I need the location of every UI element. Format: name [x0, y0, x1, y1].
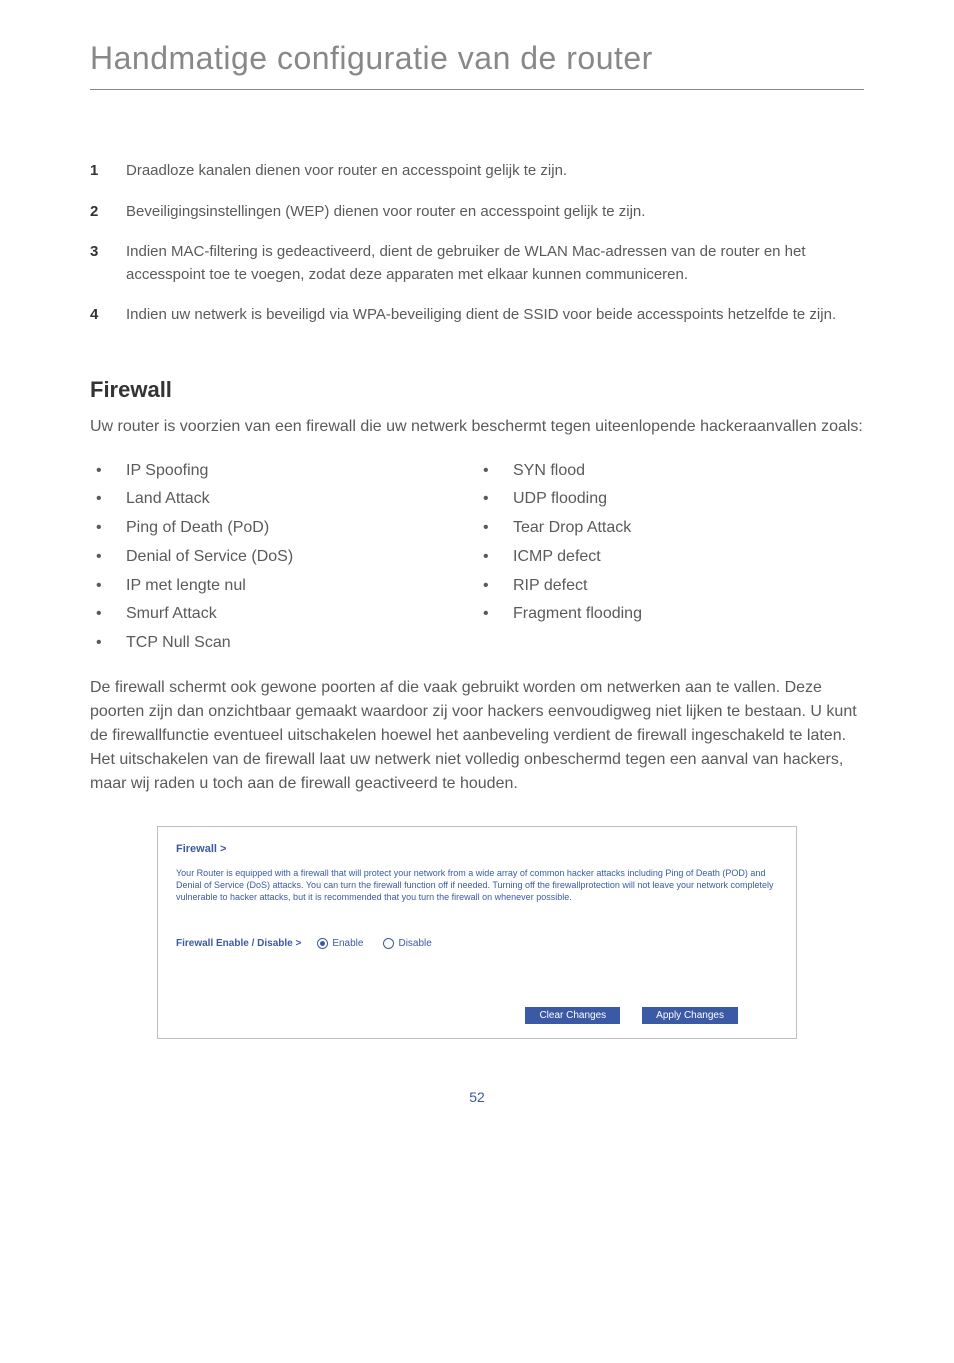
list-item-label: IP met lengte nul [126, 572, 246, 601]
bullet-dot: • [90, 572, 126, 601]
firewall-intro: Uw router is voorzien van een firewall d… [90, 415, 864, 439]
enable-radio[interactable] [317, 938, 328, 949]
page-number: 52 [90, 1089, 864, 1105]
item-number: 1 [90, 160, 126, 183]
bullet-dot: • [477, 600, 513, 629]
list-item: •IP met lengte nul [90, 572, 477, 601]
bullet-dot: • [90, 543, 126, 572]
bullet-dot: • [90, 629, 126, 658]
list-item-label: Ping of Death (PoD) [126, 514, 269, 543]
screenshot-buttons: Clear Changes Apply Changes [176, 1007, 778, 1024]
list-item-label: SYN flood [513, 457, 585, 486]
list-item-label: Denial of Service (DoS) [126, 543, 293, 572]
list-item: •Denial of Service (DoS) [90, 543, 477, 572]
bullet-dot: • [90, 514, 126, 543]
list-item-label: Smurf Attack [126, 600, 217, 629]
disable-radio-label: Disable [398, 938, 431, 949]
item-text: Indien uw netwerk is beveiligd via WPA-b… [126, 304, 836, 327]
page-title: Handmatige configuratie van de router [90, 40, 864, 90]
attack-list-right: •SYN flood •UDP flooding •Tear Drop Atta… [477, 457, 864, 659]
bullet-dot: • [90, 457, 126, 486]
list-item: •Smurf Attack [90, 600, 477, 629]
disable-radio[interactable] [383, 938, 394, 949]
list-item: •Land Attack [90, 485, 477, 514]
bullet-dot: • [90, 485, 126, 514]
list-item: •Ping of Death (PoD) [90, 514, 477, 543]
screenshot-title: Firewall > [176, 843, 778, 855]
item-number: 2 [90, 201, 126, 224]
numbered-item: 4 Indien uw netwerk is beveiligd via WPA… [90, 304, 864, 327]
list-item-label: Fragment flooding [513, 600, 642, 629]
list-item-label: UDP flooding [513, 485, 607, 514]
list-item-label: Land Attack [126, 485, 210, 514]
firewall-enable-label: Firewall Enable / Disable > [176, 938, 301, 949]
bullet-dot: • [477, 543, 513, 572]
bullet-dot: • [90, 600, 126, 629]
bullet-dot: • [477, 485, 513, 514]
enable-radio-group: Enable [317, 938, 383, 949]
list-item: •Fragment flooding [477, 600, 864, 629]
bullet-dot: • [477, 572, 513, 601]
list-item-label: RIP defect [513, 572, 587, 601]
list-item-label: TCP Null Scan [126, 629, 231, 658]
list-item-label: ICMP defect [513, 543, 601, 572]
list-item-label: Tear Drop Attack [513, 514, 631, 543]
disable-radio-group: Disable [383, 938, 451, 949]
attack-list-left: •IP Spoofing •Land Attack •Ping of Death… [90, 457, 477, 659]
firewall-body: De firewall schermt ook gewone poorten a… [90, 676, 864, 796]
list-item: •IP Spoofing [90, 457, 477, 486]
firewall-heading: Firewall [90, 377, 864, 403]
clear-changes-button[interactable]: Clear Changes [525, 1007, 620, 1024]
enable-radio-label: Enable [332, 938, 363, 949]
numbered-item: 2 Beveiligingsinstellingen (WEP) dienen … [90, 201, 864, 224]
bullet-dot: • [477, 514, 513, 543]
attack-list: •IP Spoofing •Land Attack •Ping of Death… [90, 457, 864, 659]
list-item-label: IP Spoofing [126, 457, 208, 486]
firewall-screenshot: Firewall > Your Router is equipped with … [157, 826, 797, 1038]
firewall-enable-row: Firewall Enable / Disable > Enable Disab… [176, 938, 778, 949]
item-text: Draadloze kanalen dienen voor router en … [126, 160, 567, 183]
numbered-list: 1 Draadloze kanalen dienen voor router e… [90, 160, 864, 327]
apply-changes-button[interactable]: Apply Changes [642, 1007, 738, 1024]
item-text: Indien MAC-filtering is gedeactiveerd, d… [126, 241, 864, 286]
bullet-dot: • [477, 457, 513, 486]
screenshot-paragraph: Your Router is equipped with a firewall … [176, 867, 778, 903]
list-item: •ICMP defect [477, 543, 864, 572]
list-item: •SYN flood [477, 457, 864, 486]
numbered-item: 1 Draadloze kanalen dienen voor router e… [90, 160, 864, 183]
item-number: 4 [90, 304, 126, 327]
numbered-item: 3 Indien MAC-filtering is gedeactiveerd,… [90, 241, 864, 286]
list-item: •RIP defect [477, 572, 864, 601]
list-item: •TCP Null Scan [90, 629, 477, 658]
list-item: •Tear Drop Attack [477, 514, 864, 543]
list-item: •UDP flooding [477, 485, 864, 514]
item-text: Beveiligingsinstellingen (WEP) dienen vo… [126, 201, 645, 224]
item-number: 3 [90, 241, 126, 286]
